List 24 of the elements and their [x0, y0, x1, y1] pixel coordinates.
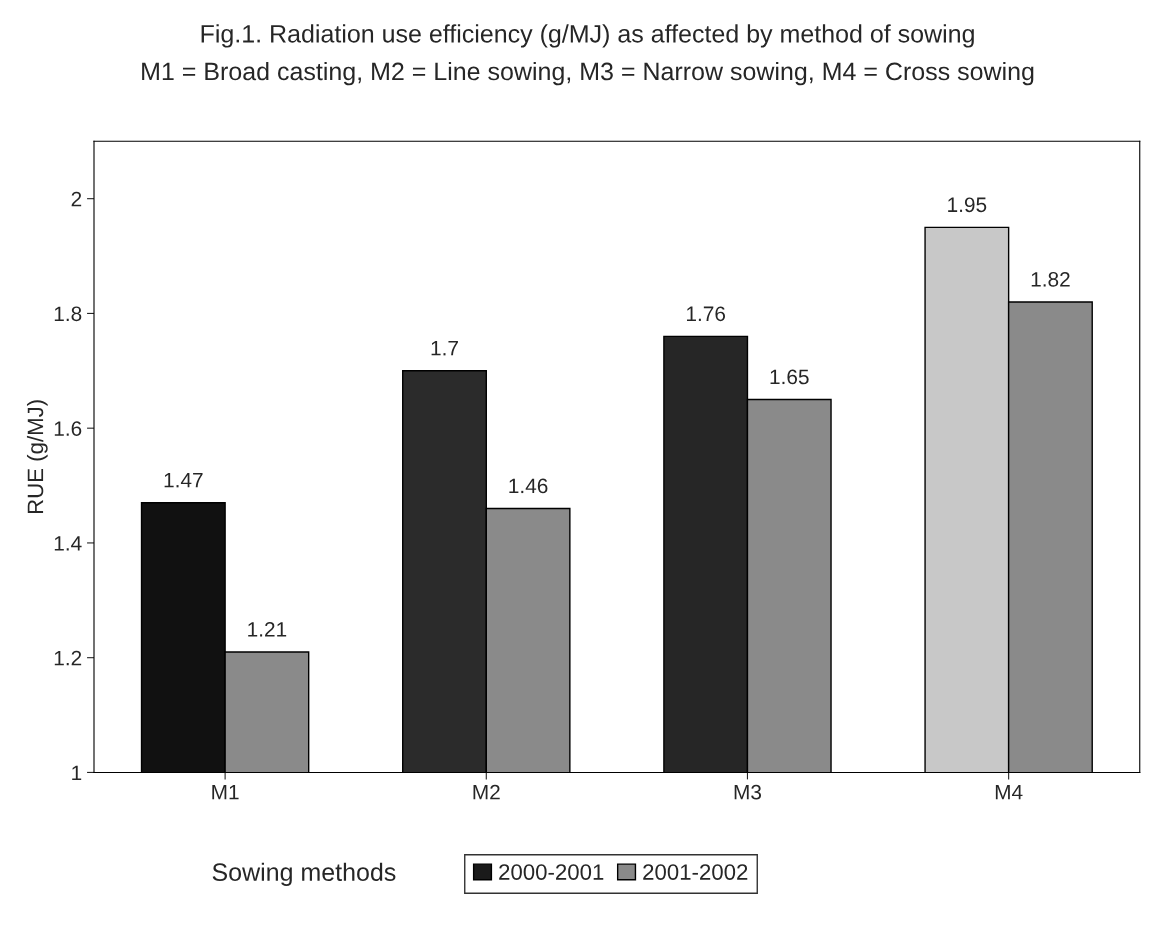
y-tick-label: 1.8: [54, 306, 82, 322]
y-tick-label: 2: [71, 191, 82, 207]
x-tick-label: M3: [734, 784, 762, 800]
y-tick-label: 1.6: [54, 421, 82, 436]
chart-title: Fig.1. Radiation use efficiency (g/MJ) as affected by method of sowing: [201, 24, 974, 48]
x-tick-label: M1: [212, 785, 239, 800]
y-tick-label: 1.4: [54, 536, 82, 551]
y-axis-title: RUE (g/MJ): [26, 400, 48, 514]
data-label: 1.7: [431, 341, 458, 356]
data-label: 1.76: [686, 306, 726, 322]
data-label: 1.82: [1031, 271, 1070, 287]
data-label: 1.95: [948, 197, 987, 213]
legend-label: 2000-2001: [499, 864, 604, 880]
data-label: 1.65: [770, 369, 809, 385]
data-label: 1.47: [164, 473, 203, 488]
x-tick-label: M2: [473, 784, 500, 800]
y-tick-label: 1: [72, 765, 82, 780]
y-tick-label: 1.2: [54, 650, 82, 666]
chart-subtitle: M1 = Broad casting, M2 = Line sowing, M3 = Narrow sowing, M4 = Cross sowing: [142, 61, 1034, 86]
data-label: 1.21: [248, 621, 287, 637]
data-label: 1.46: [509, 478, 548, 494]
x-tick-label: M4: [995, 785, 1023, 800]
x-axis-title: Sowing methods: [212, 862, 396, 886]
legend-label: 2001-2002: [643, 864, 748, 880]
